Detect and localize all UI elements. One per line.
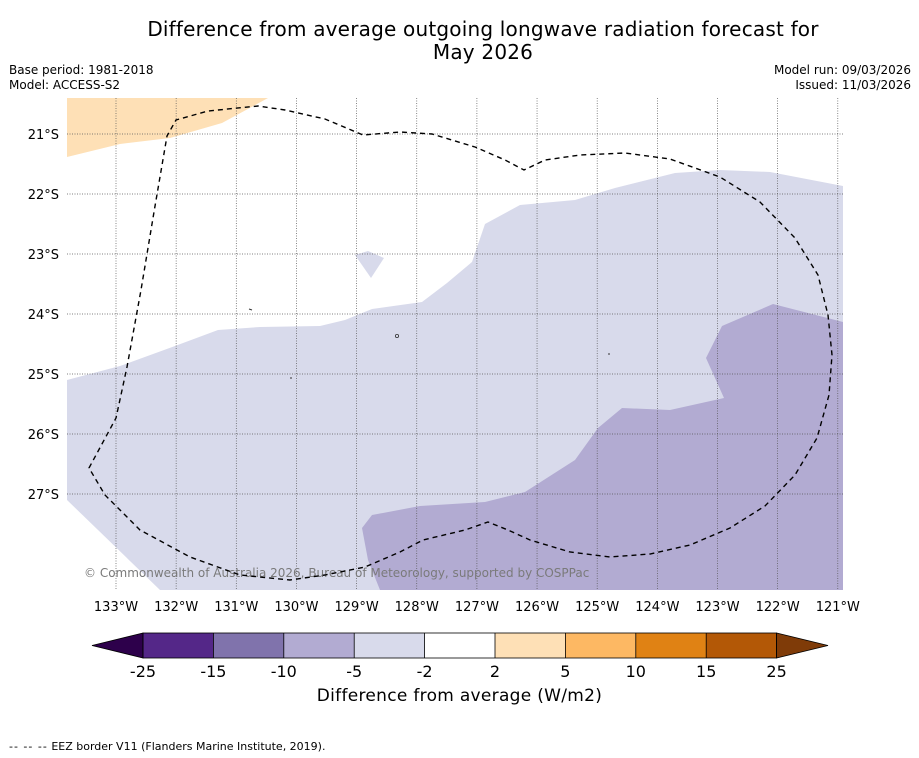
longitude-tick-label: 133°W: [94, 600, 138, 615]
latitude-tick-label: 25°S: [28, 368, 59, 383]
longitude-tick-label: 126°W: [515, 600, 559, 615]
longitude-tick-label: 125°W: [575, 600, 619, 615]
eez-legend-text: EEZ border V11 (Flanders Marine Institut…: [51, 740, 326, 753]
colorbar-bin: [565, 633, 636, 658]
eez-border: [88, 105, 833, 581]
longitude-tick-label: 128°W: [395, 600, 439, 615]
title-line-1: Difference from average outgoing longwav…: [147, 17, 819, 41]
colorbar-tick-label: -10: [271, 662, 297, 681]
latitude-tick-label: 21°S: [28, 128, 59, 143]
longitude-tick-label: 129°W: [335, 600, 379, 615]
colorbar-bin: [424, 633, 495, 658]
region-light-purple-blob: [355, 251, 384, 278]
longitude-tick-label: 131°W: [214, 600, 258, 615]
region-mid-purple: [362, 304, 843, 590]
map-area: © Commonwealth of Australia 2026, Bureau…: [67, 98, 843, 590]
speck: [248, 308, 253, 311]
copyright-text: © Commonwealth of Australia 2026, Bureau…: [84, 566, 589, 580]
grid-longitudes: [115, 98, 839, 590]
colorbar-under-arrow: [91, 632, 144, 659]
colorbar-bin: [495, 633, 566, 658]
longitude-tick-label: 132°W: [154, 600, 198, 615]
longitude-tick-label: 130°W: [274, 600, 318, 615]
eez-legend: -- -- -- EEZ border V11 (Flanders Marine…: [9, 740, 325, 753]
colorbar-tick-label: 5: [560, 662, 570, 681]
colorbar-bin: [143, 633, 214, 658]
latitude-tick-label: 22°S: [28, 188, 59, 203]
meta-right: Model run: 09/03/2026 Issued: 11/03/2026: [774, 63, 911, 93]
colorbar-tick-label: 10: [626, 662, 646, 681]
colorbar-bin: [213, 633, 284, 658]
speck: [394, 333, 399, 338]
colorbar-tick-label: -25: [130, 662, 156, 681]
latitude-tick-label: 23°S: [28, 248, 59, 263]
meta-left: Base period: 1981-2018 Model: ACCESS-S2: [9, 63, 154, 93]
eez-dash-sample: -- -- --: [9, 740, 48, 753]
longitude-tick-label: 121°W: [816, 600, 860, 615]
colorbar-bin: [283, 633, 355, 658]
title-line-2: May 2026: [432, 40, 534, 64]
longitude-labels: 133°W 132°W 131°W 130°W 129°W 128°W 127°W 126°W…: [94, 600, 860, 615]
colorbar-tick-label: 25: [766, 662, 786, 681]
model-name: Model: ACCESS-S2: [9, 78, 121, 92]
longitude-tick-label: 127°W: [455, 600, 499, 615]
chart-title: Difference from average outgoing longwav…: [0, 18, 919, 64]
colorbar-tick-label: 2: [490, 662, 500, 681]
latitude-labels: 21°S 22°S 23°S 24°S 25°S 26°S 27°S: [28, 128, 59, 503]
colorbar: -25 -15 -10 -5 -2 2 5 10 15 25: [91, 632, 829, 681]
longitude-tick-label: 124°W: [635, 600, 679, 615]
colorbar-tick-label: -5: [346, 662, 362, 681]
longitude-tick-label: 123°W: [695, 600, 739, 615]
base-period: Base period: 1981-2018: [9, 63, 154, 77]
model-run: Model run: 09/03/2026: [773, 63, 911, 77]
colorbar-tick-label: -15: [200, 662, 226, 681]
colorbar-bin: [635, 633, 707, 658]
latitude-tick-label: 26°S: [28, 428, 59, 443]
grid-latitudes: [67, 133, 843, 495]
colorbar-bin: [354, 633, 425, 658]
issued-date: Issued: 11/03/2026: [795, 78, 911, 92]
colorbar-tick-label: -2: [417, 662, 433, 681]
latitude-tick-label: 27°S: [28, 488, 59, 503]
colorbar-over-arrow: [776, 632, 829, 659]
latitude-tick-label: 24°S: [28, 308, 59, 323]
colorbar-tick-label: 15: [696, 662, 716, 681]
map-svg: © Commonwealth of Australia 2026, Bureau…: [28, 98, 860, 681]
colorbar-bin: [706, 633, 777, 658]
region-light-orange: [67, 98, 268, 157]
colorbar-label: Difference from average (W/m2): [316, 686, 603, 706]
longitude-tick-label: 122°W: [756, 600, 800, 615]
